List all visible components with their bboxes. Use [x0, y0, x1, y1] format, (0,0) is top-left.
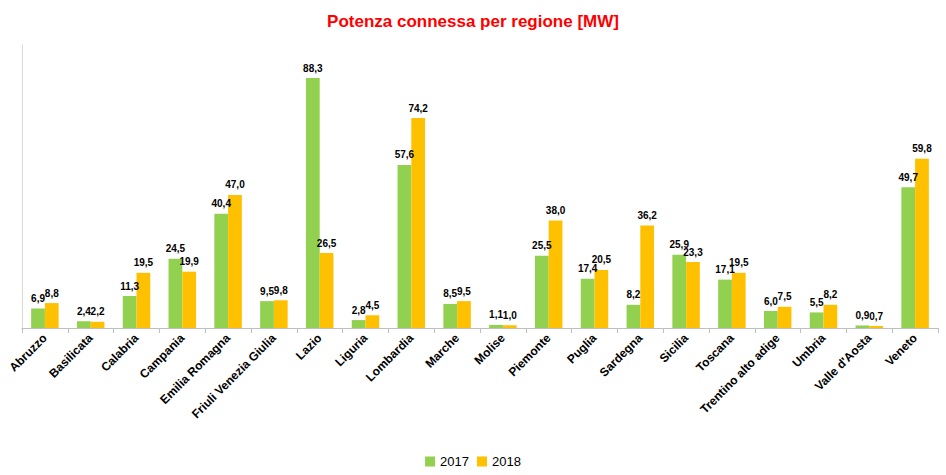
- svg-text:Basilicata: Basilicata: [46, 331, 96, 381]
- svg-text:0,7: 0,7: [869, 311, 883, 322]
- svg-text:9,5: 9,5: [457, 286, 471, 297]
- svg-text:Potenza connessa per regione [: Potenza connessa per regione [MW]: [327, 12, 619, 31]
- svg-text:26,5: 26,5: [317, 238, 337, 249]
- svg-text:47,0: 47,0: [225, 179, 245, 190]
- svg-text:2,2: 2,2: [91, 306, 105, 317]
- svg-text:20,5: 20,5: [592, 254, 612, 265]
- svg-text:Puglia: Puglia: [564, 331, 600, 367]
- svg-text:Sardegna: Sardegna: [597, 331, 646, 380]
- svg-text:25,5: 25,5: [532, 240, 552, 251]
- svg-text:4,5: 4,5: [365, 300, 379, 311]
- svg-text:38,0: 38,0: [546, 205, 566, 216]
- svg-text:24,5: 24,5: [166, 243, 186, 254]
- svg-text:19,5: 19,5: [729, 257, 749, 268]
- svg-text:8,2: 8,2: [823, 289, 837, 300]
- svg-text:9,5: 9,5: [260, 286, 274, 297]
- svg-text:9,8: 9,8: [274, 285, 288, 296]
- svg-text:11,3: 11,3: [120, 281, 139, 292]
- svg-text:17,4: 17,4: [577, 263, 598, 275]
- svg-text:Abruzzo: Abruzzo: [7, 331, 50, 374]
- svg-text:Toscana: Toscana: [693, 331, 737, 375]
- svg-text:19,5: 19,5: [134, 257, 154, 268]
- svg-text:6,9: 6,9: [31, 293, 45, 304]
- svg-text:19,9: 19,9: [179, 256, 199, 267]
- svg-text:Piemonte: Piemonte: [506, 331, 554, 379]
- svg-text:59,8: 59,8: [912, 143, 932, 154]
- svg-text:Marche: Marche: [422, 331, 462, 371]
- svg-text:8,8: 8,8: [45, 288, 59, 299]
- svg-text:Molise: Molise: [472, 331, 509, 368]
- svg-text:Campania: Campania: [136, 331, 188, 382]
- svg-text:Veneto: Veneto: [882, 331, 920, 369]
- svg-text:2018: 2018: [492, 454, 521, 469]
- svg-text:Sicilia: Sicilia: [657, 331, 692, 366]
- svg-text:7,5: 7,5: [778, 291, 792, 302]
- svg-text:8,2: 8,2: [626, 289, 640, 300]
- svg-text:Emilia Romagna: Emilia Romagna: [157, 331, 233, 407]
- svg-text:Friuli Venezia Giulia: Friuli Venezia Giulia: [189, 331, 279, 421]
- svg-text:Valle d'Aosta: Valle d'Aosta: [812, 331, 875, 394]
- svg-text:Calabria: Calabria: [98, 331, 142, 375]
- svg-text:Trentino alto adige: Trentino alto adige: [697, 331, 782, 416]
- svg-text:Lombardia: Lombardia: [363, 331, 416, 384]
- svg-text:Umbria: Umbria: [789, 331, 828, 370]
- svg-text:6,0: 6,0: [764, 296, 778, 307]
- svg-text:1,0: 1,0: [503, 310, 517, 321]
- svg-text:2,4: 2,4: [77, 306, 91, 317]
- svg-text:17,1: 17,1: [715, 264, 735, 276]
- svg-text:23,3: 23,3: [683, 247, 703, 258]
- svg-text:36,2: 36,2: [637, 210, 657, 221]
- svg-text:1,1: 1,1: [489, 309, 503, 320]
- svg-text:88,3: 88,3: [303, 63, 323, 74]
- svg-text:2017: 2017: [440, 454, 469, 469]
- svg-text:57,6: 57,6: [395, 149, 415, 160]
- svg-text:25,9: 25,9: [669, 239, 689, 251]
- svg-text:2,8: 2,8: [352, 305, 366, 316]
- svg-text:8,5: 8,5: [443, 288, 457, 299]
- svg-text:49,7: 49,7: [898, 172, 918, 183]
- svg-text:5,5: 5,5: [810, 297, 824, 308]
- svg-text:Liguria: Liguria: [332, 331, 370, 369]
- svg-text:Lazio: Lazio: [293, 331, 325, 363]
- svg-text:0,9: 0,9: [855, 310, 869, 321]
- svg-text:40,4: 40,4: [211, 198, 231, 209]
- svg-text:74,2: 74,2: [408, 103, 428, 114]
